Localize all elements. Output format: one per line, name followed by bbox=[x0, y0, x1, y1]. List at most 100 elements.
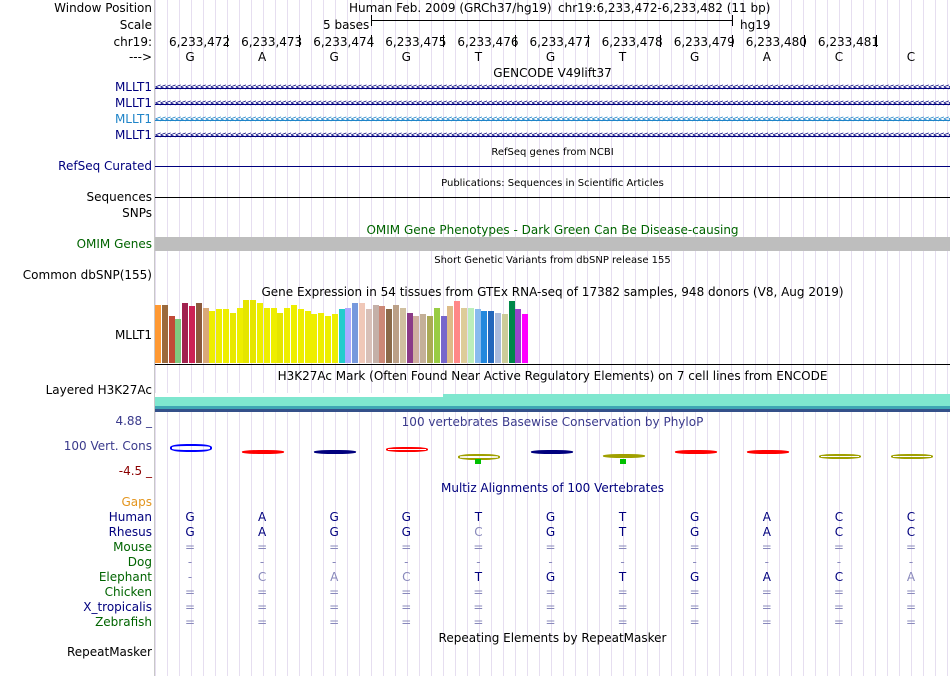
gtex-tissue-bar[interactable] bbox=[189, 306, 195, 363]
gtex-tissue-bar[interactable] bbox=[365, 309, 372, 363]
gtex-tissue-bar[interactable] bbox=[379, 306, 386, 363]
assembly-text: Human Feb. 2009 (GRCh37/hg19) bbox=[349, 1, 552, 15]
publications-line[interactable] bbox=[155, 197, 950, 198]
gtex-tissue-bar[interactable] bbox=[467, 308, 474, 363]
refseq-track-title: RefSeq genes from NCBI bbox=[491, 147, 614, 158]
gene-mllt1-1[interactable]: <<<<<<<<<<<<<<<<<<<<<<<<<<<<<<<<<<<<<<<<… bbox=[155, 81, 950, 95]
gtex-tissue-bar[interactable] bbox=[393, 305, 399, 363]
track-area[interactable]: Human Feb. 2009 (GRCh37/hg19) chr19:6,23… bbox=[155, 0, 950, 676]
conservation-track-label[interactable]: 100 Vert. Cons bbox=[63, 439, 152, 453]
gtex-tissue-bar[interactable] bbox=[481, 311, 488, 363]
gtex-tissue-bar[interactable] bbox=[488, 311, 495, 363]
gene-mllt1-3[interactable]: <<<<<<<<<<<<<<<<<<<<<<<<<<<<<<<<<<<<<<<<… bbox=[155, 113, 950, 127]
grid-line bbox=[827, 0, 828, 676]
grid-line bbox=[767, 0, 768, 676]
gtex-tissue-bar[interactable] bbox=[359, 303, 365, 363]
gtex-tissue-bar[interactable] bbox=[440, 316, 447, 363]
alignment-base: A bbox=[762, 570, 771, 584]
refseq-track-label[interactable]: RefSeq Curated bbox=[58, 159, 152, 173]
gtex-tissue-bar[interactable] bbox=[216, 309, 223, 363]
gtex-tissue-bar[interactable] bbox=[229, 313, 236, 363]
dbsnp-track-label[interactable]: Common dbSNP(155) bbox=[22, 268, 152, 282]
gtex-tissue-bar[interactable] bbox=[495, 313, 501, 363]
gtex-tissue-bar[interactable] bbox=[318, 313, 325, 363]
gtex-tissue-bar[interactable] bbox=[386, 309, 393, 363]
gtex-tissue-bar[interactable] bbox=[433, 308, 440, 363]
omim-track-label[interactable]: OMIM Genes bbox=[76, 237, 152, 251]
gtex-gene-label[interactable]: MLLT1 bbox=[114, 328, 152, 342]
omim-phenotype-bar[interactable] bbox=[155, 237, 950, 251]
alignment-base: C bbox=[906, 510, 916, 524]
gtex-tissue-bar[interactable] bbox=[270, 308, 277, 363]
alignment-base: = bbox=[689, 585, 700, 599]
gtex-bar-chart[interactable] bbox=[155, 300, 950, 363]
gtex-tissue-bar[interactable] bbox=[522, 314, 529, 363]
gtex-tissue-bar[interactable] bbox=[182, 303, 189, 363]
gtex-tissue-bar[interactable] bbox=[325, 316, 331, 363]
gtex-tissue-bar[interactable] bbox=[304, 311, 311, 363]
phylop-logo[interactable] bbox=[155, 432, 950, 472]
gtex-tissue-bar[interactable] bbox=[427, 316, 433, 363]
gene-label-mllt1-4[interactable]: MLLT1 bbox=[114, 128, 152, 142]
gtex-tissue-bar[interactable] bbox=[331, 314, 338, 363]
refseq-gene-line[interactable] bbox=[155, 166, 950, 167]
gene-mllt1-4-chevrons: <<<<<<<<<<<<<<<<<<<<<<<<<<<<<<<<<<<<<<<<… bbox=[155, 130, 950, 141]
gene-mllt1-2-line bbox=[155, 104, 950, 105]
alignment-base: T bbox=[618, 525, 627, 539]
gtex-tissue-bar[interactable] bbox=[474, 309, 481, 363]
gene-label-mllt1-3[interactable]: MLLT1 bbox=[114, 112, 152, 126]
scale-bar-line bbox=[371, 20, 732, 21]
gtex-tissue-bar[interactable] bbox=[454, 301, 461, 363]
h3k27ac-signal[interactable] bbox=[155, 393, 950, 413]
reference-base: G bbox=[401, 50, 411, 64]
gtex-tissue-bar[interactable] bbox=[352, 303, 359, 363]
gene-mllt1-2[interactable]: <<<<<<<<<<<<<<<<<<<<<<<<<<<<<<<<<<<<<<<<… bbox=[155, 97, 950, 111]
gtex-tissue-bar[interactable] bbox=[155, 305, 161, 363]
gtex-tissue-bar[interactable] bbox=[175, 319, 182, 363]
sequences-track-label[interactable]: Sequences bbox=[86, 190, 152, 204]
gtex-tissue-bar[interactable] bbox=[406, 313, 413, 363]
gtex-tissue-bar[interactable] bbox=[508, 301, 515, 363]
gtex-tissue-bar[interactable] bbox=[345, 308, 352, 363]
gene-mllt1-4[interactable]: <<<<<<<<<<<<<<<<<<<<<<<<<<<<<<<<<<<<<<<<… bbox=[155, 129, 950, 143]
multiz-track-title: Multiz Alignments of 100 Vertebrates bbox=[440, 481, 665, 495]
gtex-tissue-bar[interactable] bbox=[515, 309, 522, 363]
gtex-tissue-bar[interactable] bbox=[297, 309, 304, 363]
gtex-tissue-bar[interactable] bbox=[461, 308, 467, 363]
gtex-tissue-bar[interactable] bbox=[420, 314, 427, 363]
alignment-base: A bbox=[762, 510, 771, 524]
snps-track-label[interactable]: SNPs bbox=[122, 206, 152, 220]
reference-base: A bbox=[257, 50, 267, 64]
alignment-base: - bbox=[187, 570, 193, 584]
repeatmasker-track-label[interactable]: RepeatMasker bbox=[66, 645, 152, 659]
gtex-tissue-bar[interactable] bbox=[277, 313, 284, 363]
scale-bar-label: 5 bases bbox=[323, 18, 370, 32]
gtex-tissue-bar[interactable] bbox=[338, 309, 345, 363]
gtex-tissue-bar[interactable] bbox=[372, 305, 379, 363]
gtex-tissue-bar[interactable] bbox=[501, 314, 508, 363]
gtex-tissue-bar[interactable] bbox=[284, 308, 291, 363]
gtex-tissue-bar[interactable] bbox=[263, 308, 270, 363]
gtex-tissue-bar[interactable] bbox=[161, 305, 168, 363]
gtex-tissue-bar[interactable] bbox=[257, 303, 263, 363]
gtex-tissue-bar[interactable] bbox=[202, 308, 209, 363]
alignment-base: = bbox=[257, 585, 268, 599]
gtex-tissue-bar[interactable] bbox=[250, 300, 257, 363]
gtex-tissue-bar[interactable] bbox=[447, 306, 454, 363]
gtex-tissue-bar[interactable] bbox=[223, 309, 229, 363]
gtex-tissue-bar[interactable] bbox=[311, 314, 318, 363]
gene-label-mllt1-2[interactable]: MLLT1 bbox=[114, 96, 152, 110]
gtex-tissue-bar[interactable] bbox=[168, 316, 175, 363]
gtex-tissue-bar[interactable] bbox=[195, 303, 202, 363]
gene-label-mllt1-1[interactable]: MLLT1 bbox=[114, 80, 152, 94]
repeatmasker-track-title: Repeating Elements by RepeatMasker bbox=[438, 631, 667, 645]
gtex-tissue-bar[interactable] bbox=[413, 316, 420, 363]
gtex-tissue-bar[interactable] bbox=[399, 308, 406, 363]
h3k27ac-track-label[interactable]: Layered H3K27Ac bbox=[45, 383, 152, 397]
alignment-base: G bbox=[329, 525, 339, 539]
gtex-tissue-bar[interactable] bbox=[236, 308, 243, 363]
gtex-tissue-bar[interactable] bbox=[291, 305, 297, 363]
gtex-tissue-bar[interactable] bbox=[243, 300, 250, 363]
alignment-base: - bbox=[259, 555, 265, 569]
gtex-tissue-bar[interactable] bbox=[209, 311, 216, 363]
